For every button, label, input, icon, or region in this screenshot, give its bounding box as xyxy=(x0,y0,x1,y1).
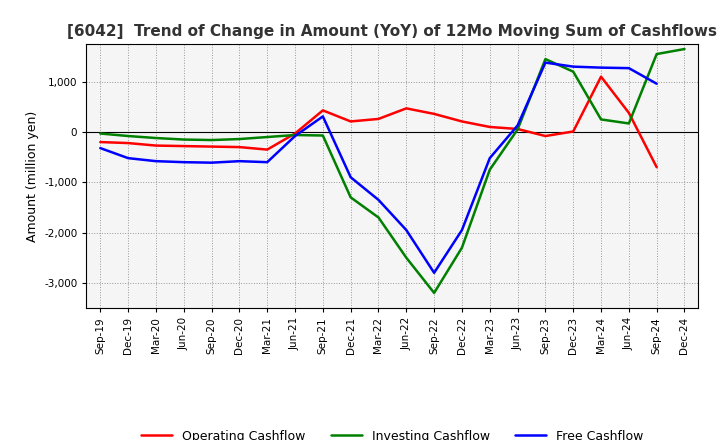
Investing Cashflow xyxy=(96,131,104,136)
Free Cashflow xyxy=(624,66,633,71)
Investing Cashflow xyxy=(597,117,606,122)
Free Cashflow xyxy=(235,158,243,164)
Investing Cashflow xyxy=(485,167,494,172)
Operating Cashflow xyxy=(318,108,327,113)
Line: Investing Cashflow: Investing Cashflow xyxy=(100,49,685,293)
Operating Cashflow xyxy=(152,143,161,148)
Investing Cashflow xyxy=(374,215,383,220)
Free Cashflow xyxy=(124,155,132,161)
Operating Cashflow xyxy=(485,125,494,130)
Investing Cashflow xyxy=(513,127,522,132)
Free Cashflow xyxy=(485,155,494,161)
Operating Cashflow xyxy=(291,131,300,136)
Line: Free Cashflow: Free Cashflow xyxy=(100,62,657,273)
Investing Cashflow xyxy=(624,121,633,126)
Operating Cashflow xyxy=(235,144,243,150)
Operating Cashflow xyxy=(402,106,410,111)
Investing Cashflow xyxy=(458,245,467,250)
Free Cashflow xyxy=(513,123,522,128)
Free Cashflow xyxy=(430,270,438,275)
Operating Cashflow xyxy=(346,119,355,124)
Operating Cashflow xyxy=(652,165,661,170)
Free Cashflow xyxy=(291,133,300,139)
Investing Cashflow xyxy=(124,133,132,139)
Free Cashflow xyxy=(374,197,383,202)
Operating Cashflow xyxy=(374,116,383,121)
Operating Cashflow xyxy=(96,139,104,145)
Free Cashflow xyxy=(458,227,467,233)
Operating Cashflow xyxy=(207,144,216,149)
Investing Cashflow xyxy=(207,137,216,143)
Investing Cashflow xyxy=(402,255,410,260)
Free Cashflow xyxy=(569,64,577,69)
Investing Cashflow xyxy=(179,137,188,142)
Operating Cashflow xyxy=(624,110,633,116)
Free Cashflow xyxy=(346,175,355,180)
Operating Cashflow xyxy=(513,126,522,132)
Investing Cashflow xyxy=(291,132,300,138)
Operating Cashflow xyxy=(124,140,132,146)
Free Cashflow xyxy=(597,65,606,70)
Free Cashflow xyxy=(207,160,216,165)
Operating Cashflow xyxy=(541,133,550,139)
Free Cashflow xyxy=(318,114,327,119)
Investing Cashflow xyxy=(541,56,550,62)
Free Cashflow xyxy=(179,160,188,165)
Investing Cashflow xyxy=(430,290,438,296)
Operating Cashflow xyxy=(430,111,438,117)
Operating Cashflow xyxy=(569,129,577,134)
Operating Cashflow xyxy=(597,74,606,79)
Operating Cashflow xyxy=(179,143,188,149)
Y-axis label: Amount (million yen): Amount (million yen) xyxy=(26,110,39,242)
Free Cashflow xyxy=(263,160,271,165)
Free Cashflow xyxy=(402,227,410,233)
Investing Cashflow xyxy=(680,46,689,51)
Line: Operating Cashflow: Operating Cashflow xyxy=(100,77,657,167)
Title: [6042]  Trend of Change in Amount (YoY) of 12Mo Moving Sum of Cashflows: [6042] Trend of Change in Amount (YoY) o… xyxy=(68,24,717,39)
Investing Cashflow xyxy=(318,133,327,138)
Free Cashflow xyxy=(652,81,661,86)
Operating Cashflow xyxy=(263,147,271,152)
Investing Cashflow xyxy=(263,134,271,139)
Legend: Operating Cashflow, Investing Cashflow, Free Cashflow: Operating Cashflow, Investing Cashflow, … xyxy=(136,425,649,440)
Investing Cashflow xyxy=(569,69,577,74)
Operating Cashflow xyxy=(458,119,467,124)
Free Cashflow xyxy=(541,60,550,65)
Investing Cashflow xyxy=(346,195,355,200)
Investing Cashflow xyxy=(652,51,661,57)
Free Cashflow xyxy=(96,146,104,151)
Investing Cashflow xyxy=(152,136,161,141)
Investing Cashflow xyxy=(235,136,243,142)
Free Cashflow xyxy=(152,158,161,164)
